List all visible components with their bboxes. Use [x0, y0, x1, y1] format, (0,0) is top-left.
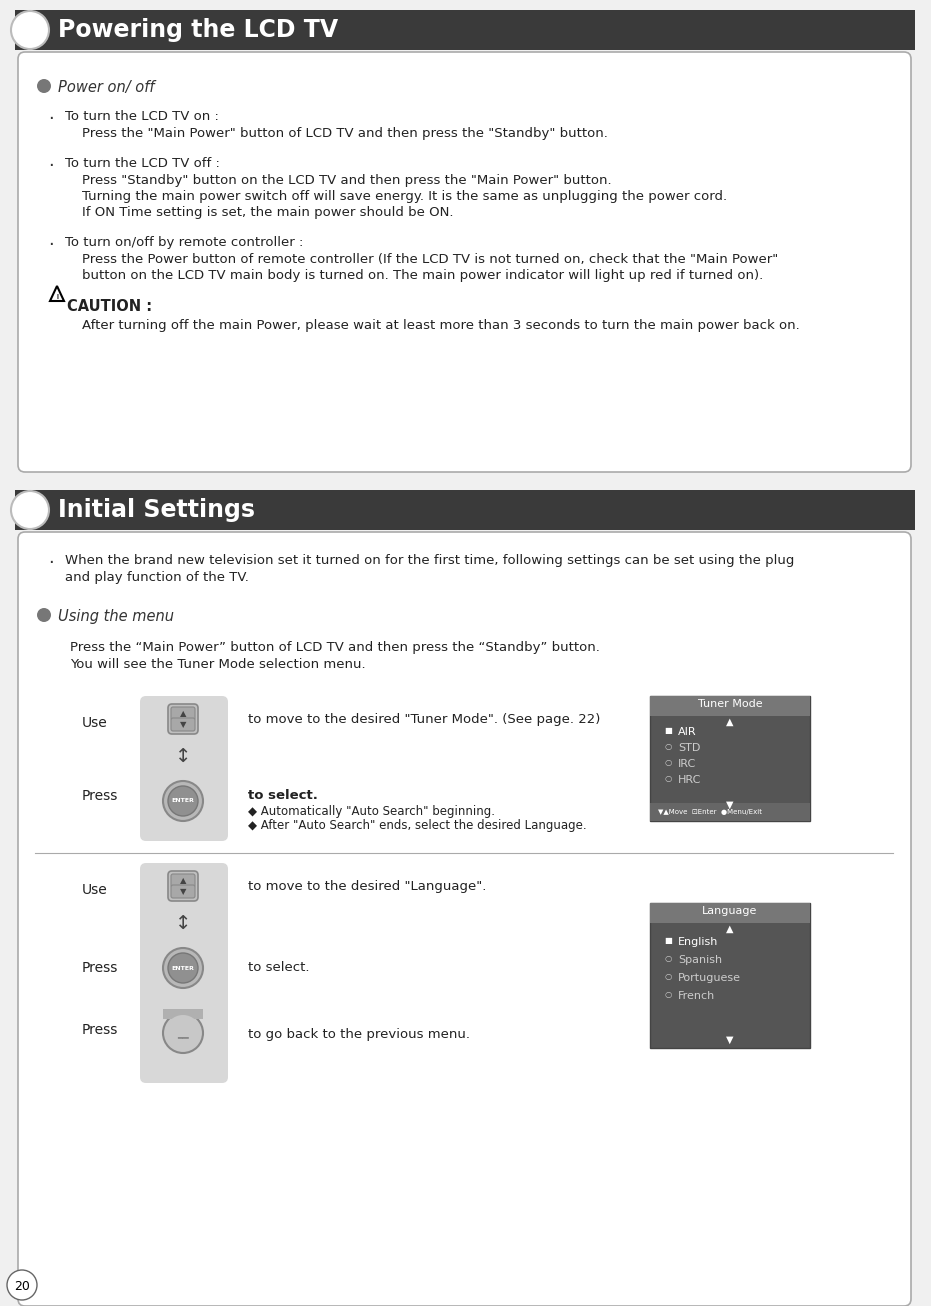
Text: ↕: ↕ — [175, 913, 191, 932]
FancyBboxPatch shape — [168, 704, 198, 734]
Text: ━━: ━━ — [177, 1032, 189, 1042]
Text: to move to the desired "Language".: to move to the desired "Language". — [248, 880, 486, 893]
Text: ■: ■ — [664, 936, 672, 946]
Text: ▲: ▲ — [726, 717, 734, 727]
Circle shape — [168, 786, 198, 816]
Text: English: English — [678, 936, 719, 947]
Text: ▼: ▼ — [726, 801, 734, 810]
Text: ◆ Automatically "Auto Search" beginning.: ◆ Automatically "Auto Search" beginning. — [248, 804, 495, 818]
Text: ▲: ▲ — [180, 876, 186, 885]
Text: Press the "Main Power" button of LCD TV and then press the "Standby" button.: Press the "Main Power" button of LCD TV … — [82, 127, 608, 140]
FancyBboxPatch shape — [171, 707, 195, 720]
Text: If ON Time setting is set, the main power should be ON.: If ON Time setting is set, the main powe… — [82, 206, 453, 219]
Text: Press: Press — [82, 961, 118, 976]
Text: To turn the LCD TV off :: To turn the LCD TV off : — [65, 157, 220, 170]
Text: ○: ○ — [665, 973, 671, 982]
Text: ▼: ▼ — [180, 720, 186, 729]
FancyBboxPatch shape — [171, 885, 195, 899]
Text: ○: ○ — [665, 743, 671, 751]
Text: ■: ■ — [664, 726, 672, 735]
Text: 20: 20 — [14, 1280, 30, 1293]
FancyBboxPatch shape — [171, 874, 195, 887]
Bar — [650, 902, 810, 1047]
Text: ·: · — [48, 236, 54, 253]
Circle shape — [163, 1013, 203, 1053]
Text: ·: · — [48, 554, 54, 572]
Text: to select.: to select. — [248, 789, 317, 802]
Text: HRC: HRC — [678, 774, 701, 785]
Bar — [15, 10, 915, 50]
Text: Spanish: Spanish — [678, 955, 722, 965]
Text: Tuner Mode: Tuner Mode — [697, 699, 762, 709]
Text: Initial Settings: Initial Settings — [58, 498, 255, 522]
Text: After turning off the main Power, please wait at least more than 3 seconds to tu: After turning off the main Power, please… — [82, 319, 800, 332]
Text: to move to the desired "Tuner Mode". (See page. 22): to move to the desired "Tuner Mode". (Se… — [248, 713, 600, 726]
Text: Turning the main power switch off will save energy. It is the same as unplugging: Turning the main power switch off will s… — [82, 189, 727, 202]
Text: You will see the Tuner Mode selection menu.: You will see the Tuner Mode selection me… — [70, 658, 366, 671]
FancyBboxPatch shape — [140, 863, 228, 1083]
Text: French: French — [678, 991, 715, 1000]
Text: Using the menu: Using the menu — [58, 609, 174, 624]
Text: ▲: ▲ — [180, 709, 186, 718]
Text: IRC: IRC — [678, 759, 696, 769]
Text: ○: ○ — [665, 774, 671, 784]
Text: To turn on/off by remote controller :: To turn on/off by remote controller : — [65, 236, 304, 249]
Bar — [15, 490, 915, 530]
Bar — [650, 696, 810, 716]
Text: Press: Press — [82, 789, 118, 803]
FancyBboxPatch shape — [168, 871, 198, 901]
Bar — [163, 1010, 203, 1019]
Circle shape — [37, 609, 51, 622]
Circle shape — [7, 1269, 37, 1299]
Text: STD: STD — [678, 743, 700, 754]
Text: Press: Press — [82, 1023, 118, 1037]
Text: ·: · — [48, 110, 54, 128]
Text: ENTER: ENTER — [171, 965, 195, 970]
Text: ·: · — [48, 157, 54, 175]
FancyBboxPatch shape — [18, 532, 911, 1306]
Text: ↕: ↕ — [175, 747, 191, 765]
Circle shape — [163, 781, 203, 821]
Text: to go back to the previous menu.: to go back to the previous menu. — [248, 1028, 470, 1041]
Circle shape — [168, 953, 198, 983]
Text: ▲: ▲ — [726, 925, 734, 934]
Text: !: ! — [55, 294, 59, 304]
Text: ENTER: ENTER — [171, 798, 195, 803]
Text: Power on/ off: Power on/ off — [58, 80, 155, 95]
Text: Powering the LCD TV: Powering the LCD TV — [58, 18, 338, 42]
Circle shape — [11, 491, 49, 529]
Text: To turn the LCD TV on :: To turn the LCD TV on : — [65, 110, 219, 123]
Bar — [650, 696, 810, 821]
Text: AIR: AIR — [678, 727, 696, 737]
FancyBboxPatch shape — [140, 696, 228, 841]
Text: ○: ○ — [665, 955, 671, 964]
Bar — [650, 803, 810, 821]
Text: ▼: ▼ — [726, 1034, 734, 1045]
Text: ▼▲Move  ⊡Enter  ●Menu/Exit: ▼▲Move ⊡Enter ●Menu/Exit — [658, 808, 762, 815]
FancyBboxPatch shape — [18, 52, 911, 471]
Text: Press the Power button of remote controller (If the LCD TV is not turned on, che: Press the Power button of remote control… — [82, 253, 778, 266]
Text: When the brand new television set it turned on for the first time, following set: When the brand new television set it tur… — [65, 554, 794, 567]
Text: to select.: to select. — [248, 961, 309, 974]
FancyBboxPatch shape — [171, 718, 195, 731]
Circle shape — [37, 78, 51, 93]
Circle shape — [163, 948, 203, 989]
Text: ▼: ▼ — [180, 887, 186, 896]
Text: and play function of the TV.: and play function of the TV. — [65, 571, 249, 584]
Text: Portuguese: Portuguese — [678, 973, 741, 983]
Text: ○: ○ — [665, 990, 671, 999]
Circle shape — [165, 1015, 201, 1051]
Text: ◆ After "Auto Search" ends, select the desired Language.: ◆ After "Auto Search" ends, select the d… — [248, 819, 587, 832]
Text: CAUTION :: CAUTION : — [67, 299, 152, 313]
Text: Press the “Main Power” button of LCD TV and then press the “Standby” button.: Press the “Main Power” button of LCD TV … — [70, 641, 600, 654]
Text: Language: Language — [702, 906, 758, 916]
Bar — [650, 902, 810, 923]
Text: button on the LCD TV main body is turned on. The main power indicator will light: button on the LCD TV main body is turned… — [82, 269, 763, 282]
Text: Use: Use — [82, 716, 108, 730]
Text: ○: ○ — [665, 759, 671, 768]
Text: Use: Use — [82, 883, 108, 897]
Text: Press "Standby" button on the LCD TV and then press the "Main Power" button.: Press "Standby" button on the LCD TV and… — [82, 174, 612, 187]
Circle shape — [11, 10, 49, 50]
